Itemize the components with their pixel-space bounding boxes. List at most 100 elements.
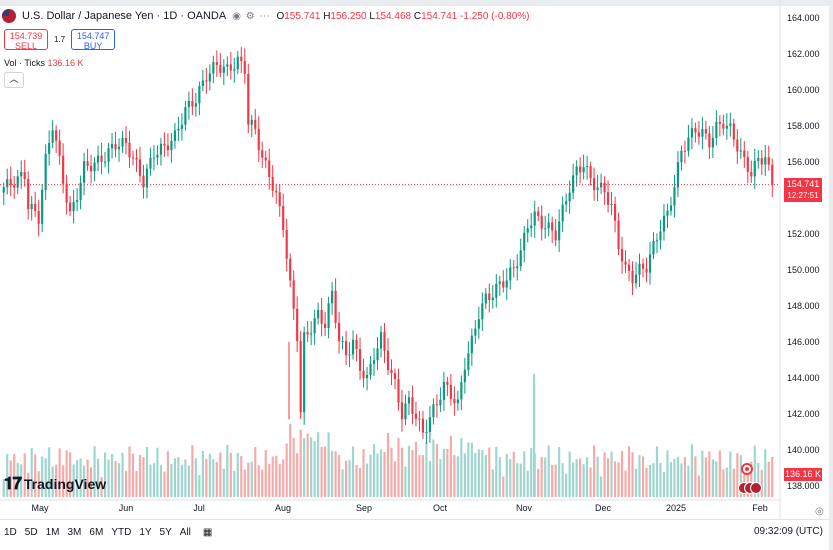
us-flag-icon <box>2 9 16 23</box>
price-chart[interactable]: 138.000 140.000 142.000 144.000 146.000 148.0… <box>0 0 833 520</box>
candle-body <box>739 150 742 152</box>
candle-body <box>205 80 208 82</box>
timeframe-1d[interactable]: 1D <box>4 526 17 538</box>
candle-body <box>627 264 631 271</box>
candle-body <box>79 182 82 201</box>
volume-bar <box>128 446 131 497</box>
window-right-border <box>829 0 833 550</box>
candle-body <box>467 353 470 370</box>
candle-body <box>400 402 404 420</box>
candle-body <box>491 297 494 301</box>
alert-dot-icon[interactable] <box>741 463 753 475</box>
candle-body <box>62 155 65 184</box>
volume-bar <box>149 464 152 497</box>
volume-bar <box>701 450 704 497</box>
candle-body <box>631 270 634 284</box>
volume-bar <box>481 450 484 497</box>
volume-bar <box>331 450 334 497</box>
candle-body <box>498 281 501 284</box>
tradingview-logo-icon: 𝟏𝟕 <box>4 474 22 493</box>
candle-body <box>2 187 5 193</box>
volume-bar <box>65 450 68 497</box>
volume-bar <box>760 470 763 497</box>
volume-bar <box>428 460 432 497</box>
timeframe-1m[interactable]: 1M <box>45 526 60 538</box>
timeframe-6m[interactable]: 6M <box>89 526 104 538</box>
volume-bar <box>327 432 330 497</box>
volume-bar <box>722 469 725 497</box>
volume-bar <box>463 453 466 497</box>
candle-body <box>708 133 711 148</box>
volume-bar <box>317 432 320 497</box>
candle-body <box>474 328 477 336</box>
legend-visibility-icons[interactable]: ◉ ⚙ ⋯ <box>232 10 271 22</box>
collapse-legend-button[interactable]: ︿ <box>4 72 24 88</box>
x-tick-label: 2025 <box>666 503 686 513</box>
candle-body <box>425 431 428 433</box>
candle-body <box>687 137 690 152</box>
timeframe-5y[interactable]: 5Y <box>159 526 172 538</box>
volume-bar <box>610 451 613 497</box>
chart-settings-icon[interactable]: ◎ <box>815 506 824 517</box>
candle-body <box>446 381 449 385</box>
timeframe-3m[interactable]: 3M <box>67 526 82 538</box>
candle-body <box>666 210 669 216</box>
buy-button[interactable]: 154.747 BUY <box>71 29 116 51</box>
x-tick-label: Nov <box>516 503 533 513</box>
sell-button[interactable]: 154.739 SELL <box>4 29 48 51</box>
calendar-icon[interactable]: ▦ <box>202 526 213 538</box>
volume-bar <box>257 465 260 497</box>
candle-body <box>51 130 54 143</box>
candle-body <box>442 381 445 400</box>
candle-body <box>572 175 575 193</box>
timeframe-5d[interactable]: 5D <box>24 526 38 538</box>
volume-bar <box>505 454 508 497</box>
y-tick-label: 152.000 <box>787 229 820 239</box>
volume-bar <box>512 451 515 497</box>
candle-body <box>275 190 278 193</box>
candle-body <box>421 418 425 433</box>
volume-bar <box>551 464 554 497</box>
volume-bar <box>606 458 610 497</box>
candle-body <box>575 166 578 176</box>
utc-clock[interactable]: 09:32:09 (UTC) <box>754 526 823 537</box>
candle-body <box>449 384 452 399</box>
timeframe-ytd[interactable]: YTD <box>111 526 132 538</box>
volume-bar <box>163 471 166 497</box>
candle-body <box>732 123 735 140</box>
candle-body <box>69 202 72 212</box>
timeframe-1y[interactable]: 1Y <box>139 526 152 538</box>
candle-body <box>100 155 103 162</box>
candle-body <box>86 161 89 166</box>
candle-body <box>456 399 459 404</box>
volume-bar <box>79 458 82 497</box>
volume-bar <box>184 459 187 497</box>
candle-body <box>208 73 211 82</box>
candle-body <box>624 261 627 265</box>
last-price-label: 154.741 12:27:51 <box>784 178 822 202</box>
volume-bar <box>351 446 355 497</box>
volume-bar <box>767 461 770 497</box>
candle-body <box>662 215 666 232</box>
y-tick-label: 138.000 <box>787 481 820 491</box>
volume-bar <box>103 452 107 497</box>
volume-bar <box>561 463 564 497</box>
candle-body <box>13 185 16 188</box>
candle-body <box>191 100 194 107</box>
volume-bar <box>736 453 739 497</box>
x-tick-label: Sep <box>356 503 372 513</box>
volume-bar <box>652 463 655 497</box>
volume-bar <box>715 461 718 497</box>
volume-bar <box>400 447 404 497</box>
volume-bar <box>289 424 292 497</box>
volume-bar <box>421 455 425 497</box>
volume-bar <box>697 475 700 497</box>
events-flags-icon[interactable] <box>738 482 764 494</box>
x-tick-label: Jun <box>119 503 134 513</box>
volume-bar <box>334 451 337 497</box>
volume-bar <box>449 435 452 497</box>
tradingview-logo[interactable]: 𝟏𝟕 TradingView <box>4 474 107 493</box>
symbol-title[interactable]: U.S. Dollar / Japanese Yen · 1D · OANDA <box>22 10 227 22</box>
candle-body <box>317 309 320 319</box>
timeframe-all[interactable]: All <box>179 526 191 538</box>
